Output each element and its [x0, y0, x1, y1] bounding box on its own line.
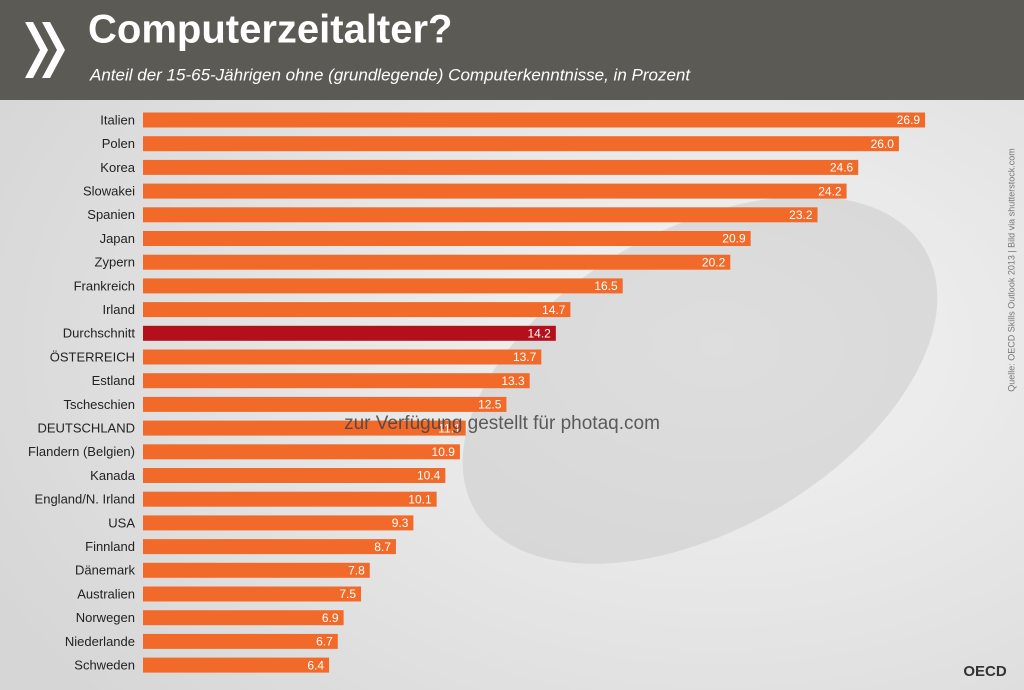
value-label: 7.5 — [339, 587, 356, 601]
value-label: 16.5 — [594, 279, 618, 293]
value-label: 9.3 — [392, 516, 409, 530]
bar — [143, 420, 466, 436]
bar — [143, 468, 446, 483]
value-label: 24.2 — [818, 184, 842, 198]
category-label: England/N. Irland — [35, 492, 135, 507]
category-label: Zypern — [95, 255, 135, 270]
bar — [143, 231, 751, 246]
category-label: Japan — [100, 231, 135, 246]
header — [0, 0, 1024, 100]
bar — [143, 396, 507, 412]
category-label: Polen — [102, 136, 135, 151]
value-label: 24.6 — [830, 161, 854, 175]
value-label: 10.1 — [408, 492, 432, 506]
source: Quelle: OECD Skills Outlook 2013 | Bild … — [1006, 148, 1016, 391]
category-label: Finnland — [85, 539, 135, 554]
value-label: 20.9 — [722, 232, 746, 246]
value-label: 20.2 — [702, 255, 726, 269]
category-label: Frankreich — [74, 278, 135, 293]
value-label: 8.7 — [374, 540, 391, 554]
value-label: 12.5 — [478, 398, 502, 412]
category-label: Spanien — [87, 207, 135, 222]
bar — [143, 136, 899, 152]
value-label: 26.9 — [897, 113, 921, 127]
bar — [143, 562, 370, 578]
category-label: Irland — [102, 302, 135, 317]
chart-title: Computerzeitalter? — [88, 8, 453, 52]
value-label: 6.4 — [307, 658, 324, 672]
category-label: Durchschnitt — [63, 326, 136, 341]
category-label: Schweden — [74, 658, 135, 673]
bar — [143, 444, 460, 460]
chart-subtitle: Anteil der 15-65-Jährigen ohne (grundleg… — [89, 65, 691, 84]
value-label: 14.2 — [527, 326, 551, 340]
value-label: 13.3 — [501, 374, 525, 388]
bar — [143, 302, 571, 318]
value-label: 6.7 — [316, 635, 333, 649]
value-label: 10.4 — [417, 469, 441, 483]
category-label: Australien — [77, 586, 135, 601]
category-label: Estland — [92, 373, 135, 388]
watermark: zur Verfügung gestellt für photaq.com — [344, 413, 660, 434]
bar — [143, 183, 847, 199]
category-label: Norwegen — [76, 610, 135, 625]
bar — [143, 254, 731, 270]
bar — [143, 610, 344, 626]
value-label: 6.9 — [322, 611, 339, 625]
bar — [143, 112, 926, 128]
bar — [143, 159, 859, 175]
value-label: 11.1 — [438, 421, 461, 435]
category-label: DEUTSCHLAND — [37, 421, 135, 436]
category-label: Kanada — [90, 468, 136, 483]
bar — [143, 633, 338, 649]
bar — [143, 586, 362, 602]
bar — [143, 373, 530, 389]
value-label: 13.7 — [513, 350, 537, 364]
category-label: Slowakei — [83, 184, 135, 199]
category-label: Niederlande — [65, 634, 135, 649]
bar — [143, 491, 437, 507]
bar — [143, 278, 623, 294]
bar — [143, 657, 330, 673]
bar — [143, 539, 396, 555]
bar — [143, 515, 414, 531]
value-label: 26.0 — [871, 137, 895, 151]
category-label: Dänemark — [75, 563, 135, 578]
bar — [143, 325, 556, 341]
category-label: Italien — [100, 112, 135, 127]
category-label: USA — [108, 515, 135, 530]
bar — [143, 207, 818, 223]
value-label: 7.8 — [348, 563, 365, 577]
value-label: 10.9 — [432, 445, 456, 459]
logo-chevrons — [25, 22, 65, 78]
category-label: Flandern (Belgien) — [28, 444, 135, 459]
category-label: Korea — [100, 160, 135, 175]
bar — [143, 349, 542, 365]
logo-text: OECD — [963, 663, 1007, 680]
value-label: 23.2 — [789, 208, 813, 222]
category-label: Tscheschien — [63, 397, 135, 412]
bars: Italien 26.9 Polen 26.0 Korea 24.6 Slowakei 24.… — [28, 112, 926, 673]
category-label: ÖSTERREICH — [50, 349, 135, 364]
value-label: 14.7 — [542, 303, 566, 317]
